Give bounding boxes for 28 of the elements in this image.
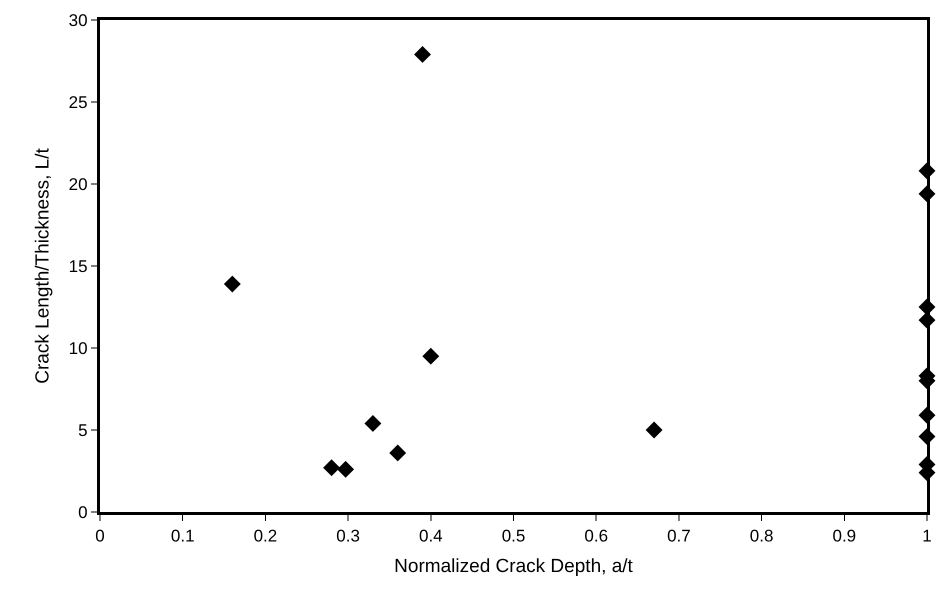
y-tick-label: 15	[68, 256, 88, 276]
point	[389, 444, 406, 462]
y-axis-title: Crack Length/Thickness, L/t	[32, 148, 54, 384]
y-tick-label: 10	[68, 338, 88, 358]
point	[337, 460, 354, 478]
x-tick-label: 0.8	[750, 526, 774, 546]
x-tick-label: 0.3	[336, 526, 360, 546]
y-tick-label: 0	[78, 502, 88, 522]
y-tick-label: 20	[68, 174, 88, 194]
point	[224, 276, 241, 292]
x-tick-label: 0.7	[667, 526, 691, 546]
point	[364, 414, 382, 432]
point	[414, 46, 431, 63]
x-tick-label: 0.2	[254, 526, 278, 546]
x-tick-label: 0.1	[170, 526, 195, 546]
point	[323, 459, 340, 476]
x-tick-label: 0.6	[584, 526, 608, 546]
x-tick-label: 1	[922, 526, 932, 546]
point	[646, 422, 663, 438]
y-tick-label: 30	[68, 10, 88, 30]
point	[422, 348, 440, 365]
x-tick-label: 0.9	[832, 526, 856, 546]
y-tick-label: 5	[78, 420, 88, 440]
x-tick-label: 0.5	[502, 526, 526, 546]
y-tick-label: 25	[68, 92, 88, 112]
x-axis-title: Normalized Crack Depth, a/t	[394, 556, 634, 578]
x-tick-label: 0	[95, 526, 105, 546]
x-tick-label: 0.4	[418, 526, 443, 546]
